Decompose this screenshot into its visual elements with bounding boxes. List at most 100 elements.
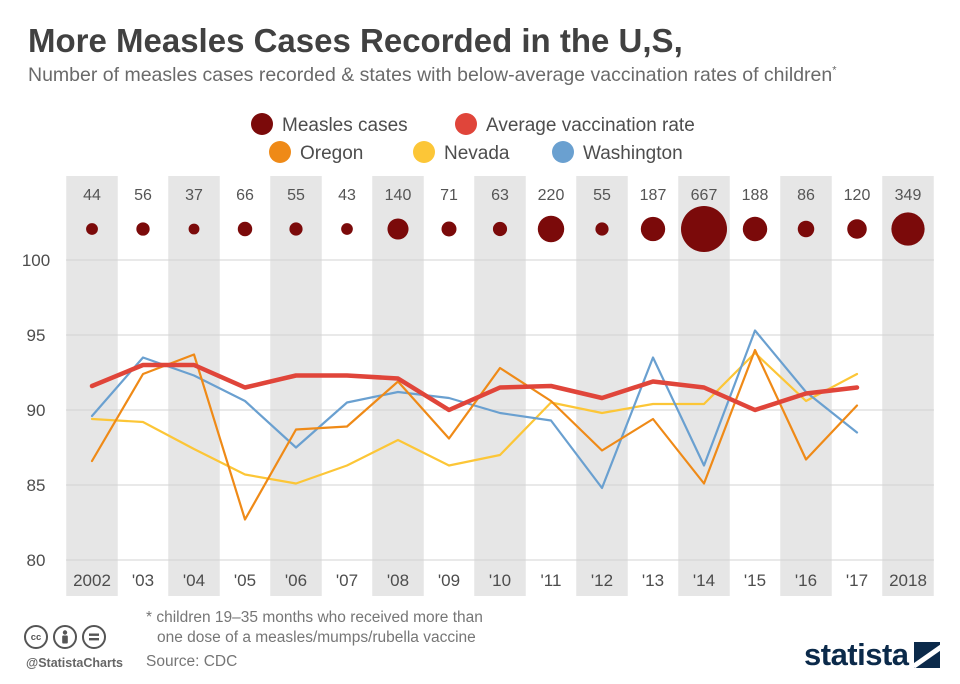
measles-count-label: 667 [691,187,718,204]
creative-commons-icon[interactable]: cc [24,625,48,649]
measles-count-label: 37 [185,187,203,204]
x-tick-5: '07 [336,571,358,590]
measles-count-label: 188 [742,187,769,204]
x-tick-11: '13 [642,571,664,590]
no-derivatives-icon[interactable] [82,625,106,649]
measles-bubble [237,221,253,237]
band-'12 [576,176,628,596]
license-icons: cc [24,625,106,649]
footnote-line-2: one dose of a measles/mumps/rubella vacc… [157,629,476,646]
measles-bubble [341,223,353,235]
measles-count-label: 140 [385,187,412,204]
x-tick-6: '08 [387,571,409,590]
measles-bubble [847,219,867,239]
y-axis-tick-labels: 80 85 90 95 100 [22,251,50,570]
legend-label-4: Washington [583,143,683,164]
measles-bubble [537,215,565,243]
measles-count-label: 56 [134,187,152,204]
y-tick-100: 100 [22,251,50,270]
legend-marker-0 [251,113,273,135]
band-'06 [270,176,322,596]
y-tick-80: 80 [27,551,46,570]
subtitle-text: Number of measles cases recorded & state… [28,64,833,86]
x-tick-4: '06 [285,571,307,590]
logo-mark-icon [913,642,940,668]
measles-count-label: 220 [538,187,565,204]
x-tick-15: '17 [846,571,868,590]
chart-title: More Measles Cases Recorded in the U,S, [28,22,683,59]
measles-bubble [742,216,768,242]
series-line-nevada [90,351,859,485]
measles-count-label: 44 [83,187,101,204]
x-tick-2: '04 [183,571,205,590]
x-tick-7: '09 [438,571,460,590]
legend-marker-2 [269,141,291,163]
measles-count-label: 120 [844,187,871,204]
series-lines [89,329,860,521]
measles-bubble [289,222,303,236]
band-'04 [168,176,220,596]
twitter-handle[interactable]: @StatistaCharts [26,656,123,670]
measles-count-label: 55 [593,187,611,204]
x-tick-14: '16 [795,571,817,590]
measles-bubble [595,222,609,236]
measles-count-label: 187 [640,187,667,204]
measles-count-label: 43 [338,187,356,204]
subtitle-footnote-marker: * [832,64,837,77]
gridlines [66,259,934,561]
equals-icon [89,633,99,641]
measles-bubbles [86,206,925,252]
measles-count-label: 63 [491,187,509,204]
measles-count-label: 86 [797,187,815,204]
band-2018 [882,176,934,596]
measles-bubble [891,212,925,246]
chart-subtitle: Number of measles cases recorded & state… [28,64,837,87]
x-tick-3: '05 [234,571,256,590]
measles-bubble [797,220,815,238]
x-axis-tick-labels: 2002 '03 '04 '05 '06 '07 '08 '09 '10 '11 '12 '13 '14… [73,571,927,590]
legend-label-3: Nevada [444,143,510,164]
logo-wordmark: statista [804,637,909,672]
x-tick-13: '15 [744,571,766,590]
legend-label-1: Average vaccination rate [486,115,695,136]
statista-logo[interactable]: statista [804,637,940,673]
measles-bubble [640,216,666,242]
y-tick-85: 85 [27,476,46,495]
y-tick-90: 90 [27,401,46,420]
footnote: * children 19–35 months who received mor… [146,608,483,648]
measles-bubble [188,223,200,235]
attribution-icon[interactable] [53,625,77,649]
measles-count-labels: 44 56 37 66 55 43 140 71 63 220 55 187 667 188 86 120 34… [83,187,921,204]
x-tick-1: '03 [132,571,154,590]
measles-bubble [492,221,508,237]
person-icon [62,630,68,644]
x-tick-0: 2002 [73,571,111,590]
legend-marker-4 [552,141,574,163]
measles-bubble [86,223,98,235]
legend: Measles cases Average vaccination rate Ore… [251,113,695,164]
legend-label-0: Measles cases [282,115,408,136]
legend-marker-1 [455,113,477,135]
measles-bubble [387,218,409,240]
measles-bubble [136,222,150,236]
x-tick-12: '14 [693,571,715,590]
measles-count-label: 66 [236,187,254,204]
band-'08 [372,176,424,596]
series-line-oregon [90,348,859,521]
measles-bubble [441,221,457,237]
measles-count-label: 55 [287,187,305,204]
band-'16 [780,176,832,596]
x-tick-16: 2018 [889,571,927,590]
legend-label-2: Oregon [300,143,363,164]
measles-count-label: 349 [895,187,922,204]
series-line-average-vaccination-rate [89,362,860,413]
x-tick-8: '10 [489,571,511,590]
source-note: Source: CDC [146,653,238,670]
x-tick-10: '12 [591,571,613,590]
footnote-line-1: * children 19–35 months who received mor… [146,609,483,626]
measles-count-label: 71 [440,187,458,204]
legend-marker-3 [413,141,435,163]
x-tick-9: '11 [541,571,562,590]
